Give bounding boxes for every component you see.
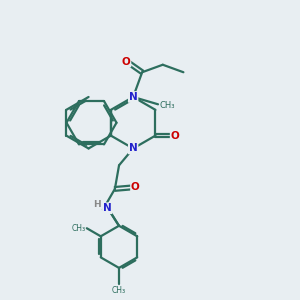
Text: O: O [122, 56, 130, 67]
Text: O: O [171, 130, 179, 141]
Text: CH₃: CH₃ [160, 101, 175, 110]
Text: N: N [103, 203, 112, 213]
Text: CH₃: CH₃ [71, 224, 85, 233]
Text: CH₃: CH₃ [112, 286, 126, 295]
Text: N: N [129, 92, 137, 102]
Text: N: N [129, 143, 137, 154]
Text: O: O [131, 182, 140, 192]
Text: H: H [93, 200, 100, 209]
